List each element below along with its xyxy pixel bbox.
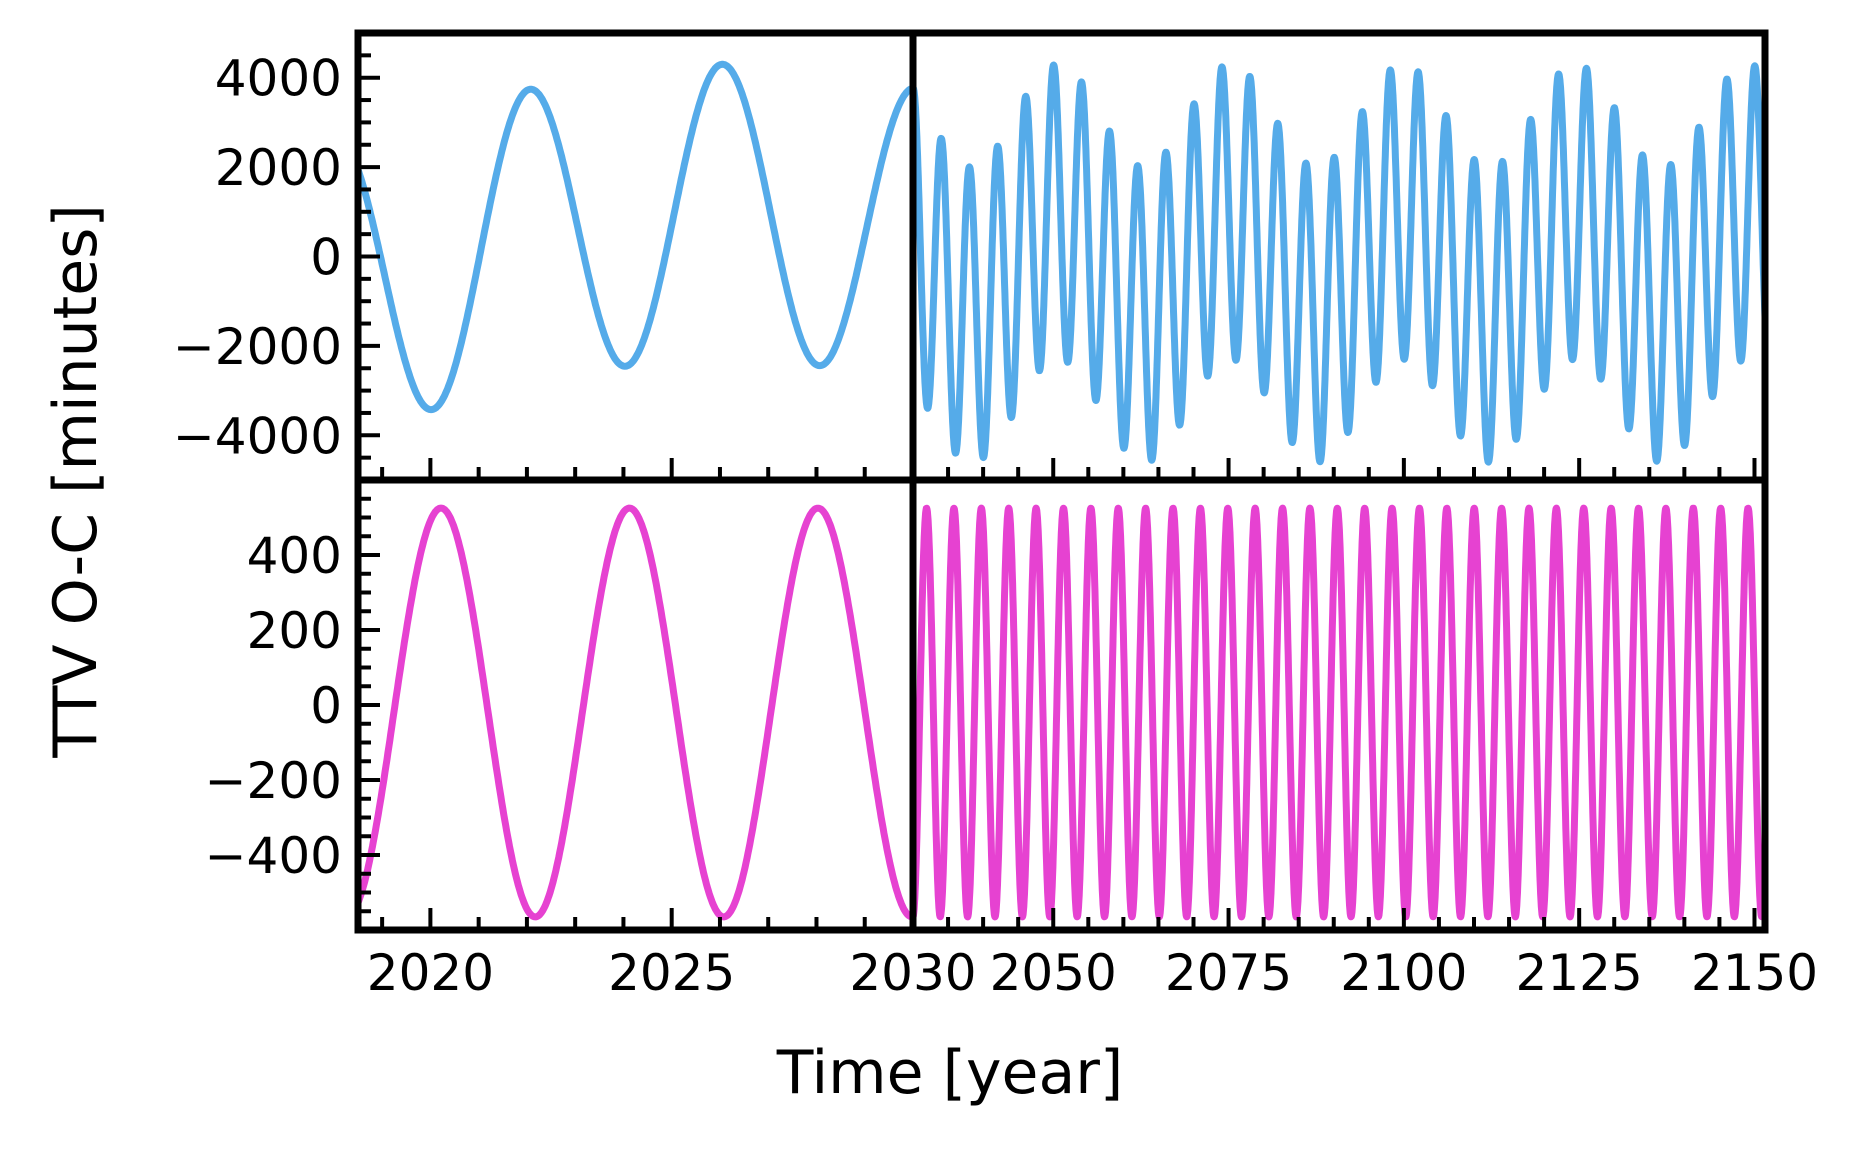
y-tick-label-top: 0: [310, 229, 342, 287]
y-tick-label-top: −2000: [173, 318, 342, 376]
x-tick-label-near: 2030: [849, 944, 976, 1002]
ttv-curve-bottom-long: [913, 504, 1765, 921]
ttv-curve-bottom-near: [358, 504, 913, 921]
y-tick-label-bottom: 0: [310, 677, 342, 735]
y-tick-label-bottom: 400: [247, 527, 342, 585]
panel-data-top-near: [358, 60, 913, 414]
y-tick-label-top: 4000: [215, 50, 342, 108]
y-tick-label-bottom: 200: [247, 602, 342, 660]
ttv-curve-top-near: [358, 60, 913, 414]
panel-frame-bottom-near: [354, 476, 917, 934]
y-tick-label-bottom: −200: [205, 752, 342, 810]
panel-data-bottom-near: [358, 504, 913, 921]
panel-data-bottom-long: [913, 504, 1765, 921]
ttv-curve-top-long: [913, 61, 1765, 466]
y-tick-label-top: 2000: [215, 139, 342, 197]
x-tick-label-long: 2050: [990, 944, 1117, 1002]
panel-frame-bottom-long: [909, 476, 1769, 934]
x-tick-label-long: 2150: [1691, 944, 1818, 1002]
x-tick-label-near: 2020: [367, 944, 494, 1002]
x-tick-label-long: 2100: [1340, 944, 1467, 1002]
panel-data-top-long: [913, 61, 1765, 466]
x-axis-label: Time [year]: [776, 1038, 1124, 1108]
panel-frame-top-near: [354, 29, 917, 484]
axis-tick-labels: 2020 2025 2030 2050 2075 2100 2125 215040002000…: [173, 50, 1818, 1002]
y-tick-label-bottom: −400: [205, 827, 342, 885]
x-tick-label-long: 2075: [1165, 944, 1292, 1002]
y-axis-label: TTV O-C [minutes]: [41, 204, 111, 758]
x-tick-label-near: 2025: [608, 944, 735, 1002]
y-tick-label-top: −4000: [173, 407, 342, 465]
x-tick-label-long: 2125: [1516, 944, 1643, 1002]
